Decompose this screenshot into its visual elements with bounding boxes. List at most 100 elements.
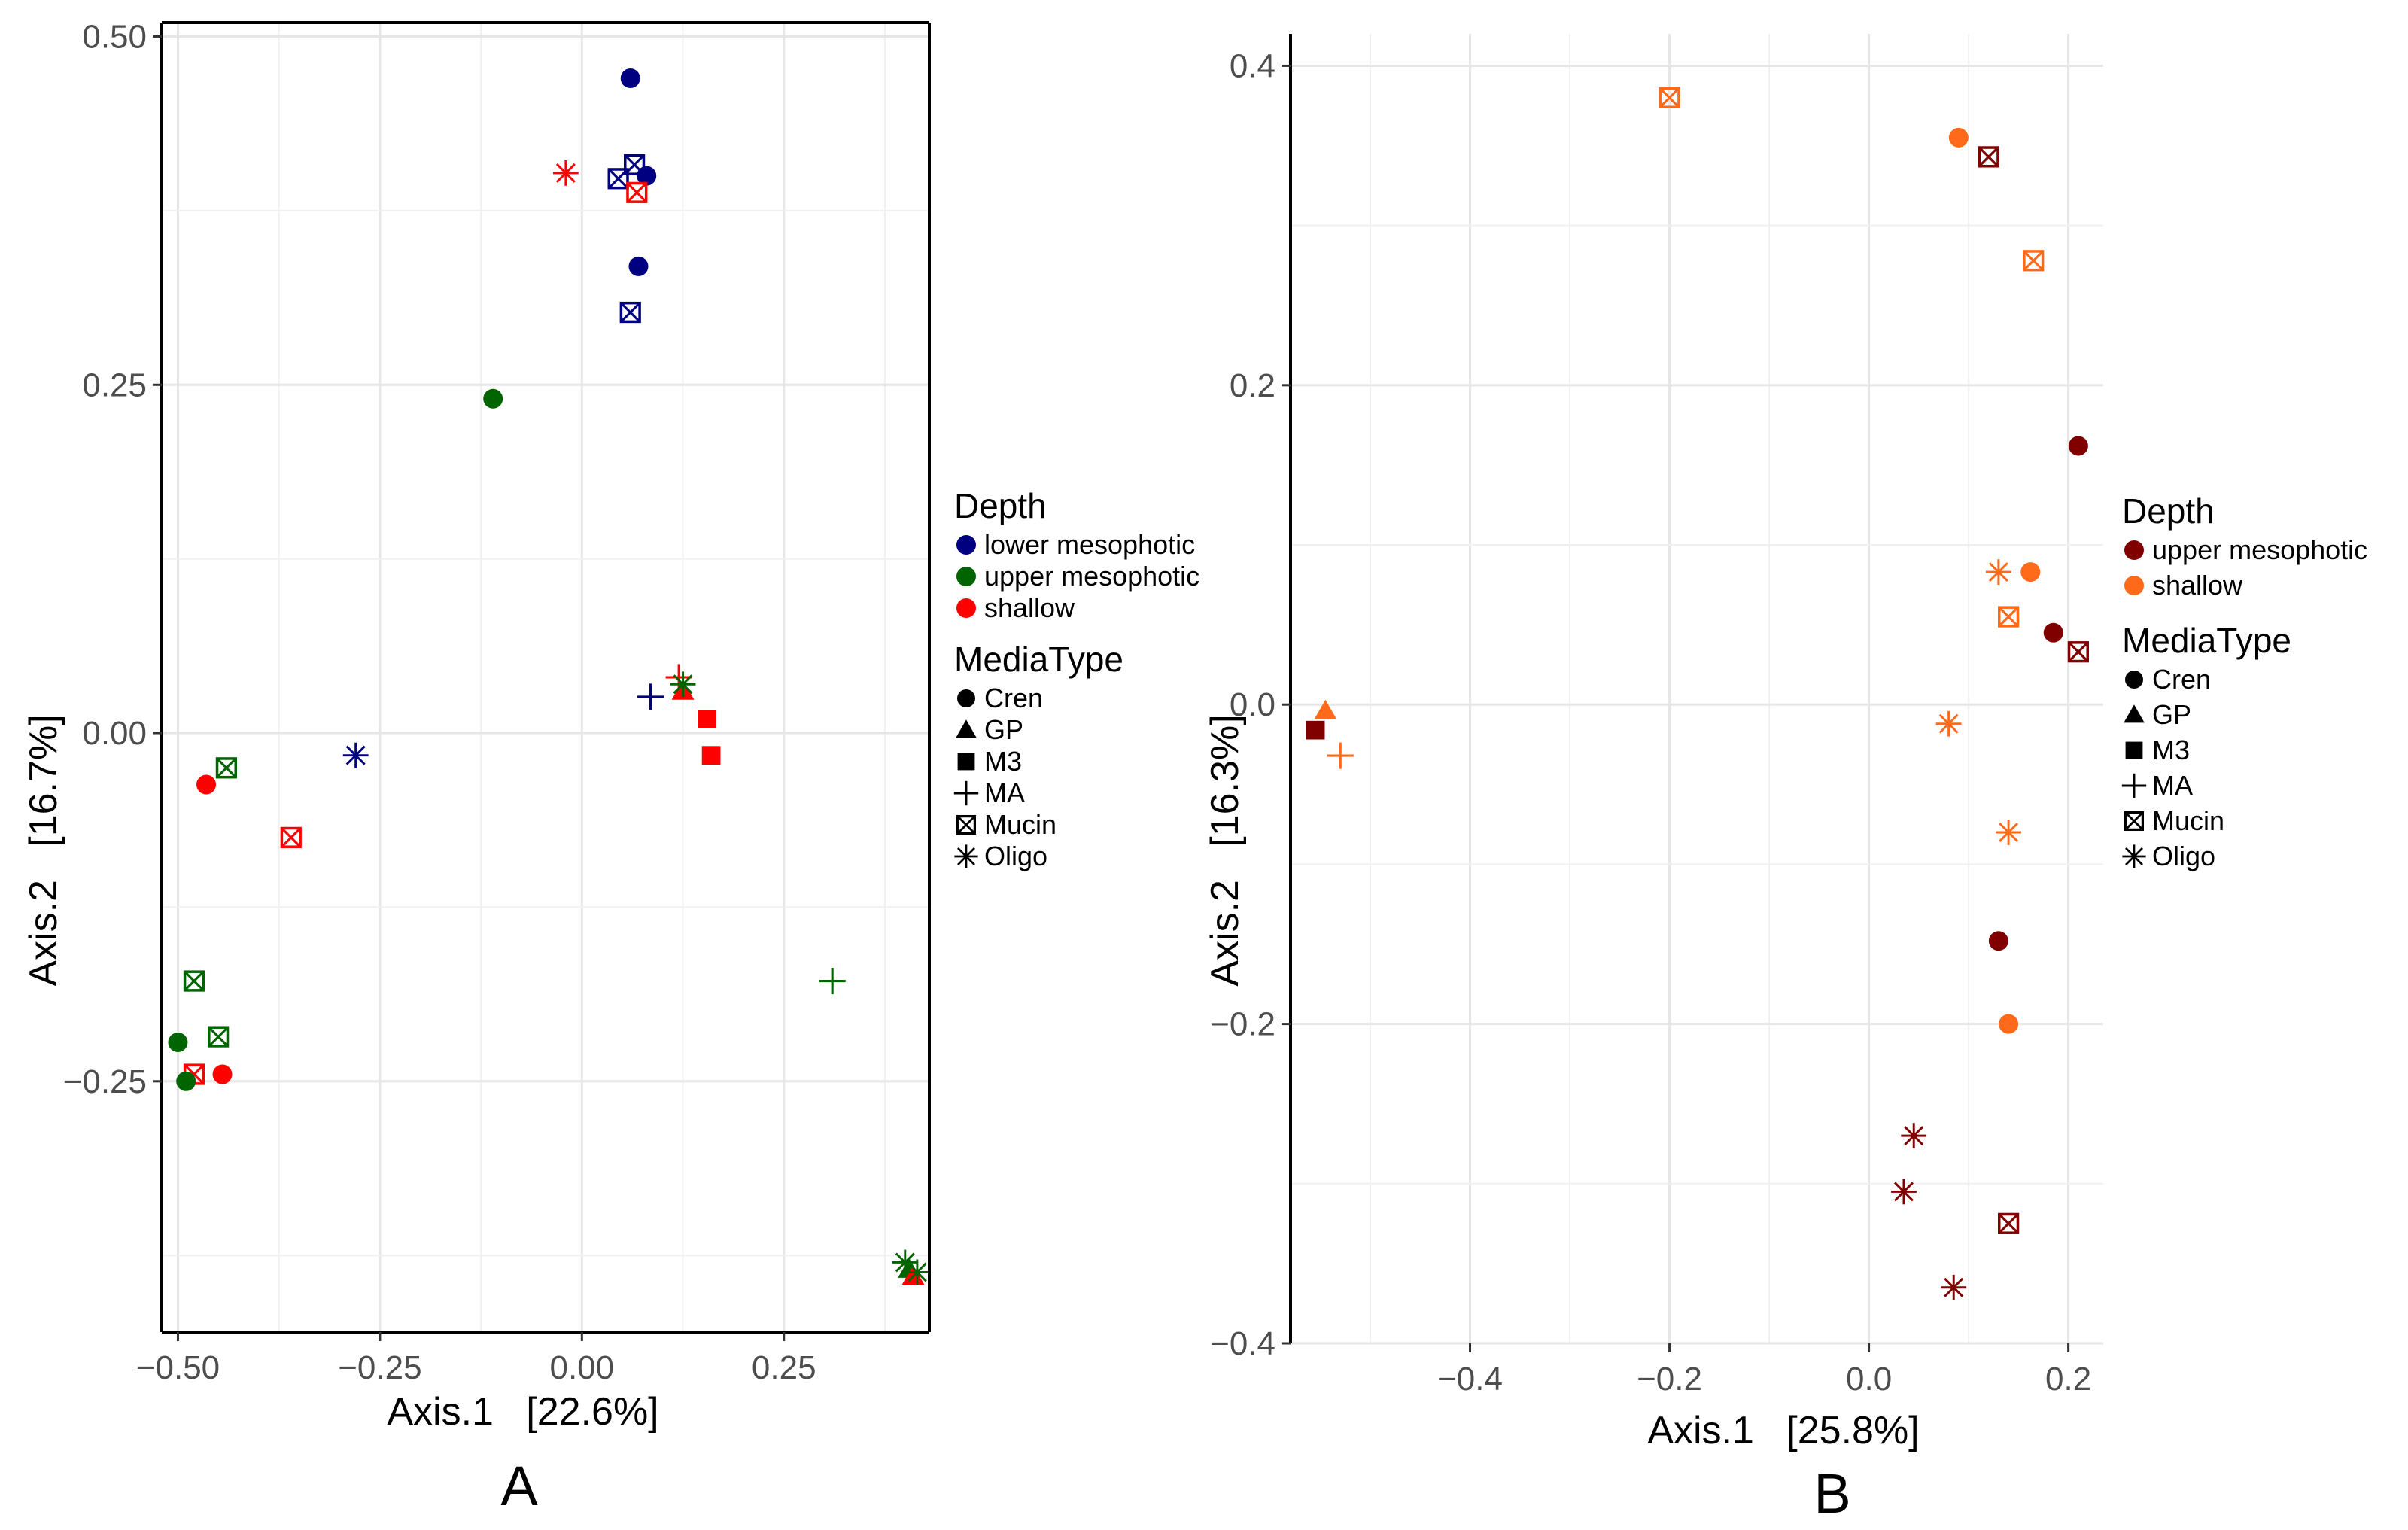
b-point-upper-mesophotic-cren [1988,931,2008,951]
b-y-tick-label: 0.4 [1230,47,1275,84]
panel-a-gridlines [162,23,929,1332]
a-legend-key-m3 [957,753,975,771]
a-point-upper-mesophotic-cren [168,1032,188,1052]
panel-b-label: B [1814,1462,1850,1525]
b-legend-label-mucin: Mucin [2152,805,2224,836]
a-point-upper-mesophotic-oligo [670,671,696,698]
b-point-shallow-gp [1314,699,1337,719]
a-legend-key-mucin [956,814,977,835]
a-legend-label-shallow: shallow [984,592,1075,623]
b-legend-label-ma: MA [2152,770,2193,801]
b-point-shallow-cren [1948,127,1969,148]
panel-b-chart: −0.4 −0.2 0.0 0.2 −0.4 −0.2 0.0 0.2 0.4 Axis.1 [… [1203,34,2367,1525]
b-y-tick-label: 0.2 [1230,367,1275,404]
panel-a-points [168,68,930,1285]
panel-a-label: A [500,1455,538,1517]
a-y-tick-label: 0.50 [82,19,147,56]
a-x-tick-label: 0.25 [752,1349,816,1386]
a-legend-label-cren: Cren [984,683,1043,713]
b-legend-key-upper-mesophotic [2124,540,2144,560]
a-y-tick-label: 0.25 [82,367,147,403]
panel-b-x-axis-title: Axis.1 [25.8%] [1647,1409,1919,1452]
b-point-upper-mesophotic-oligo [1941,1274,1967,1300]
b-x-tick-label: −0.2 [1637,1361,1702,1398]
b-point-shallow-cren [2020,562,2041,582]
panel-a-chart: −0.50 −0.25 0.00 0.25 −0.25 0.00 0.25 0.50 Axis… [22,19,1199,1517]
b-point-upper-mesophotic-m3 [1306,720,1325,740]
panel-a-x-axis-title: Axis.1 [22.6%] [387,1390,658,1434]
a-point-upper-mesophotic-cren [483,388,503,409]
a-legend-key-upper-mesophotic [956,567,976,586]
b-legend-label-cren: Cren [2152,664,2211,695]
b-legend-key-oligo [2122,844,2146,868]
a-x-tick-label: 0.00 [549,1349,614,1386]
b-legend-key-gp [2124,704,2145,723]
a-legend-key-cren [957,689,975,707]
a-point-upper-mesophotic-oligo [904,1259,930,1285]
a-x-tick-label: −0.25 [338,1349,421,1386]
a-point-shallow-m3 [701,746,721,765]
b-legend-mediatype-title: MediaType [2122,621,2291,660]
b-y-tick-label: 0.0 [1230,686,1275,723]
a-point-lower-mesophotic-mucin [619,301,641,324]
b-legend-key-m3 [2125,741,2143,759]
a-legend-label-m3: M3 [984,746,1022,777]
a-point-shallow-mucin [280,826,302,848]
b-legend-label-upper-mesophotic: upper mesophotic [2152,534,2367,565]
panel-a-ticks: −0.50 −0.25 0.00 0.25 −0.25 0.00 0.25 0.50 [63,19,816,1386]
a-point-lower-mesophotic-cren [620,68,640,89]
a-legend-key-gp [956,719,977,738]
a-legend-label-gp: GP [984,714,1023,745]
b-x-tick-label: −0.4 [1437,1361,1503,1398]
a-point-shallow-cren [196,774,217,795]
a-point-shallow-oligo [552,160,579,186]
b-point-upper-mesophotic-oligo [1901,1123,1927,1149]
panel-a-plot-background [162,23,929,1332]
b-legend-depth-title: Depth [2122,491,2215,531]
b-point-upper-mesophotic-mucin [2067,641,2089,663]
b-point-shallow-mucin [1659,87,1680,108]
b-legend-key-ma [2121,773,2147,798]
b-point-shallow-cren [1999,1014,2019,1034]
a-legend-label-upper-mesophotic: upper mesophotic [984,561,1199,592]
b-legend-label-m3: M3 [2152,735,2190,765]
b-y-tick-label: −0.4 [1210,1325,1275,1362]
a-point-shallow-mucin [626,181,648,203]
b-point-shallow-oligo [1985,559,2011,585]
b-legend-key-cren [2125,671,2143,689]
b-legend-key-mucin [2124,811,2145,832]
b-legend-label-gp: GP [2152,699,2191,730]
b-legend-label-oligo: Oligo [2152,841,2215,871]
a-legend-label-ma: MA [984,777,1025,808]
b-point-shallow-oligo [1996,820,2022,845]
b-point-upper-mesophotic-mucin [1978,146,1999,168]
panel-b-gridlines [1291,34,2103,1345]
b-y-tick-label: −0.2 [1210,1006,1275,1043]
panel-a-y-axis-title: Axis.2 [16.7%] [22,714,65,986]
b-point-upper-mesophotic-cren [2068,436,2088,456]
a-y-tick-label: 0.00 [82,715,147,752]
b-point-shallow-oligo [1935,710,1962,737]
a-y-tick-label: −0.25 [63,1063,147,1100]
a-point-upper-mesophotic-mucin [215,757,237,779]
a-legend-label-oligo: Oligo [984,841,1047,871]
a-point-upper-mesophotic-mucin [183,970,205,992]
b-point-upper-mesophotic-cren [2043,622,2063,643]
a-legend-label-mucin: Mucin [984,809,1057,840]
panel-b-ticks: −0.4 −0.2 0.0 0.2 −0.4 −0.2 0.0 0.2 0.4 [1210,47,2091,1398]
a-legend-key-lower-mesophotic [956,535,976,555]
panel-b-y-axis-title: Axis.2 [16.3%] [1203,714,1247,986]
a-point-shallow-m3 [698,710,717,728]
a-legend-depth-title: Depth [954,486,1047,525]
b-point-shallow-mucin [2023,250,2045,272]
a-legend-mediatype-title: MediaType [954,640,1123,679]
a-point-shallow-ma [665,664,692,691]
a-point-lower-mesophotic-ma [637,683,664,710]
b-point-upper-mesophotic-mucin [1998,1212,2020,1234]
a-point-shallow-cren [212,1064,233,1084]
a-point-upper-mesophotic-mucin [208,1026,230,1048]
b-x-tick-label: 0.0 [1846,1361,1892,1398]
